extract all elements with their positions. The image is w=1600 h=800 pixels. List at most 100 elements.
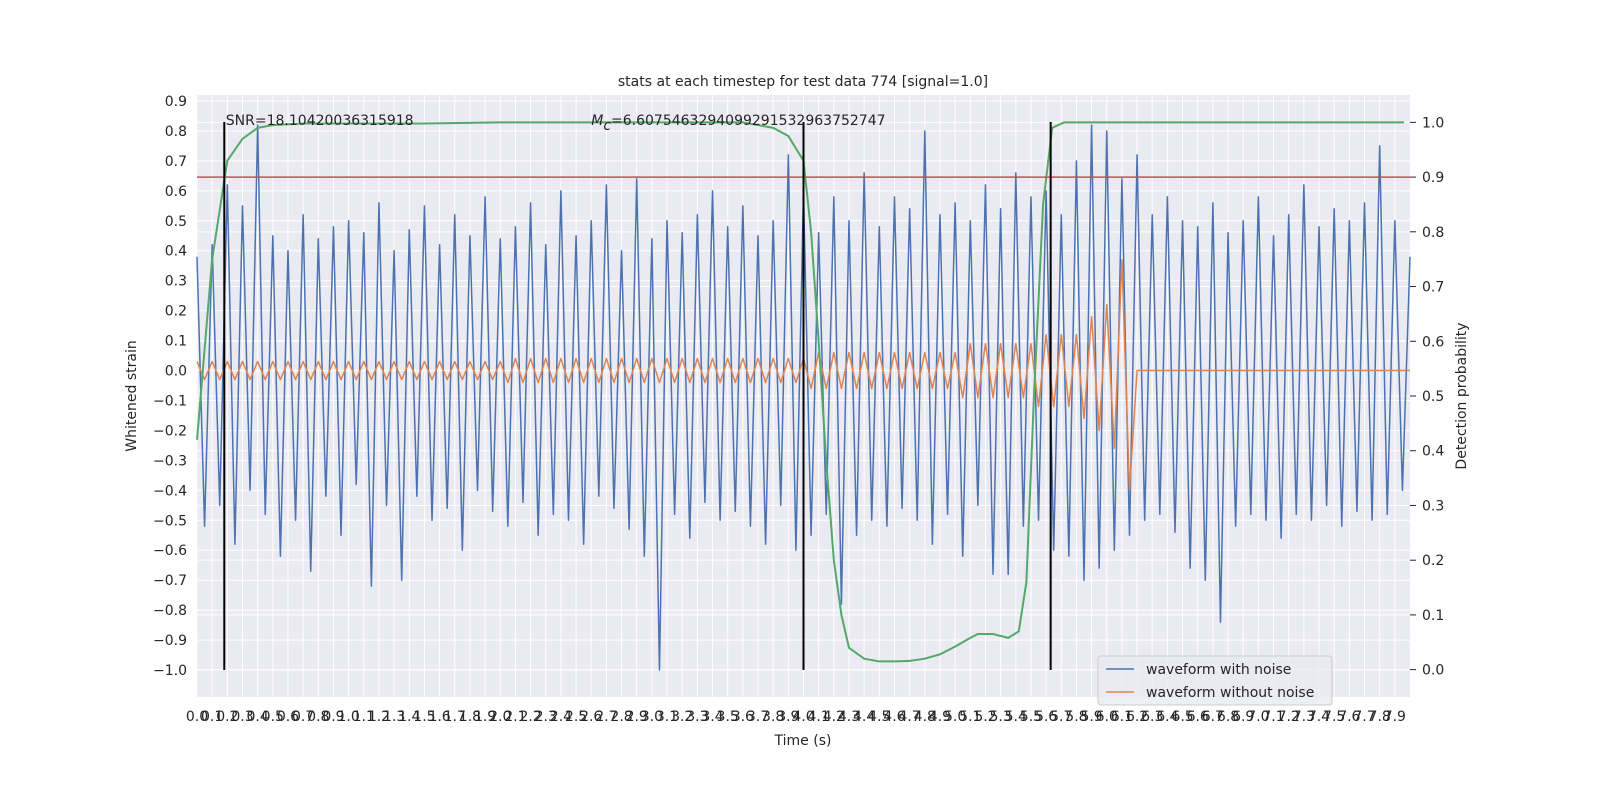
x-tick-label: 1.7 — [444, 709, 466, 725]
x-tick-label: 6.2 — [1126, 709, 1148, 725]
x-tick-label: 0.2 — [216, 709, 238, 725]
x-tick-label: 4.3 — [838, 709, 860, 725]
x-tick-label: 3.8 — [762, 709, 784, 725]
x-tick-label: 4.7 — [899, 709, 921, 725]
x-tick-label: 3.7 — [747, 709, 769, 725]
y2-tick-label: 0.5 — [1422, 389, 1444, 405]
x-tick-label: 3.1 — [656, 709, 678, 725]
x-tick-label: 0.1 — [201, 709, 223, 725]
y-tick-label: 0.7 — [165, 154, 187, 170]
annotation-subscript: c — [603, 118, 611, 134]
x-tick-label: 6.0 — [1096, 709, 1118, 725]
x-tick-label: 7.5 — [1323, 709, 1345, 725]
x-tick-label: 6.1 — [1111, 709, 1133, 725]
x-tick-label: 7.1 — [1262, 709, 1284, 725]
y-tick-label: −0.9 — [153, 633, 187, 649]
x-tick-label: 5.4 — [1005, 709, 1027, 725]
legend: waveform with noise waveform without nois… — [1097, 655, 1333, 706]
legend-label: waveform with noise — [1146, 662, 1291, 678]
x-tick-label: 2.4 — [550, 709, 572, 725]
y-tick-label: 0.6 — [165, 184, 187, 200]
x-tick-label: 7.0 — [1247, 709, 1269, 725]
x-tick-label: 5.9 — [1080, 709, 1102, 725]
x-tick-label: 6.4 — [1156, 709, 1178, 725]
y2-tick-label: 0.6 — [1422, 334, 1444, 350]
y2-tick-label: 0.9 — [1422, 170, 1444, 186]
y-tick-label: 0.5 — [165, 214, 187, 230]
x-tick-label: 7.4 — [1308, 709, 1330, 725]
x-tick-label: 3.6 — [732, 709, 754, 725]
y2-axis-label: Detection probability — [1454, 322, 1470, 469]
legend-label: waveform without noise — [1146, 685, 1314, 701]
x-tick-label: 2.1 — [504, 709, 526, 725]
x-tick-label: 3.9 — [777, 709, 799, 725]
x-tick-label: 7.2 — [1278, 709, 1300, 725]
annotation-text: SNR=18.10420036315918 — [226, 113, 414, 129]
x-tick-label: 0.8 — [307, 709, 329, 725]
x-tick-label: 7.3 — [1293, 709, 1315, 725]
y-tick-label: −0.8 — [153, 603, 187, 619]
x-tick-label: 7.6 — [1338, 709, 1360, 725]
x-tick-label: 7.9 — [1384, 709, 1406, 725]
x-tick-label: 3.5 — [717, 709, 739, 725]
x-tick-label: 4.4 — [853, 709, 875, 725]
x-tick-label: 3.2 — [671, 709, 693, 725]
probability-line — [196, 121, 1404, 663]
x-tick-label: 5.8 — [1065, 709, 1087, 725]
y-tick-label: −0.3 — [153, 453, 187, 469]
x-tick-label: 5.1 — [959, 709, 981, 725]
x-tick-label: 0.4 — [247, 709, 269, 725]
x-tick-label: 6.9 — [1232, 709, 1254, 725]
x-tick-label: 1.2 — [368, 709, 390, 725]
x-tick-label: 4.0 — [792, 709, 814, 725]
x-tick-label: 0.9 — [322, 709, 344, 725]
y2-tick-label: 0.1 — [1422, 608, 1444, 624]
x-tick-label: 4.6 — [883, 709, 905, 725]
x-tick-label: 0.5 — [262, 709, 284, 725]
chart-title: stats at each timestep for test data 774… — [618, 74, 988, 90]
x-tick-label: 1.1 — [353, 709, 375, 725]
y-axis-label: Whitened strain — [124, 340, 140, 451]
y2-tick-label: 0.3 — [1422, 498, 1444, 514]
x-tick-label: 6.8 — [1217, 709, 1239, 725]
x-tick-label: 5.2 — [974, 709, 996, 725]
y-tick-label: −0.1 — [153, 393, 187, 409]
x-tick-label: 5.7 — [1050, 709, 1072, 725]
y2-tick-label: 0.7 — [1422, 280, 1444, 296]
x-tick-label: 1.0 — [337, 709, 359, 725]
x-tick-label: 0.3 — [231, 709, 253, 725]
y-tick-label: 0.0 — [165, 364, 187, 380]
x-tick-label: 3.0 — [641, 709, 663, 725]
x-tick-label: 6.7 — [1202, 709, 1224, 725]
y-tick-label: 0.9 — [165, 94, 187, 110]
x-tick-label: 6.5 — [1171, 709, 1193, 725]
x-tick-label: 2.8 — [610, 709, 632, 725]
annotation: Mc=6.6075463294099291532963752747 — [591, 113, 885, 134]
x-axis-label: Time (s) — [774, 733, 832, 749]
x-tick-label: 2.9 — [626, 709, 648, 725]
y-tick-label: −0.5 — [153, 513, 187, 529]
x-tick-label: 5.5 — [1020, 709, 1042, 725]
x-tick-label: 6.3 — [1141, 709, 1163, 725]
annotation-text: =6.6075463294099291532963752747 — [611, 113, 886, 129]
y-tick-label: −1.0 — [153, 663, 187, 679]
y2-tick-label: 0.2 — [1422, 553, 1444, 569]
x-tick-label: 2.3 — [535, 709, 557, 725]
annotation-symbol: M — [591, 113, 603, 129]
y-tick-label: −0.7 — [153, 573, 187, 589]
x-tick-label: 1.3 — [383, 709, 405, 725]
x-tick-label: 2.7 — [595, 709, 617, 725]
y-tick-label: 0.4 — [165, 244, 187, 260]
x-tick-label: 3.4 — [701, 709, 723, 725]
x-tick-label: 2.5 — [565, 709, 587, 725]
x-tick-label: 4.5 — [868, 709, 890, 725]
y-tick-label: 0.8 — [165, 124, 187, 140]
x-tick-label: 5.6 — [1035, 709, 1057, 725]
x-tick-label: 1.6 — [428, 709, 450, 725]
legend-box — [1097, 655, 1333, 706]
x-tick-label: 5.0 — [944, 709, 966, 725]
x-tick-label: 2.6 — [580, 709, 602, 725]
y2-tick-label: 1.0 — [1422, 115, 1444, 131]
